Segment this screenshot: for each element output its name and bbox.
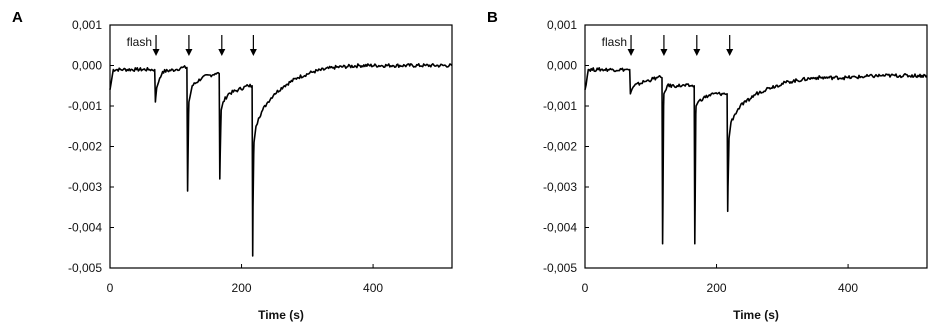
flash-arrow-head — [249, 49, 257, 56]
flash-arrow-head — [726, 49, 734, 56]
y-tick-label: -0,004 — [68, 221, 102, 235]
plot-frame — [584, 24, 928, 269]
flash-arrow-head — [218, 49, 226, 56]
panel-label: B — [487, 9, 498, 26]
series-line — [584, 67, 928, 245]
y-tick-label: 0,000 — [547, 59, 577, 73]
y-tick-label: 0,000 — [72, 59, 102, 73]
y-tick-label: -0,005 — [543, 261, 577, 275]
y-tick-label: -0,004 — [543, 221, 577, 235]
x-tick-label: 400 — [363, 281, 383, 295]
y-tick-label: -0,001 — [543, 99, 577, 113]
flash-label: flash — [602, 35, 627, 49]
y-tick-label: -0,002 — [543, 140, 577, 154]
x-axis-title: Time (s) — [258, 308, 304, 322]
x-tick-label: 0 — [582, 281, 589, 295]
flash-arrow-head — [693, 49, 701, 56]
flash-arrow-head — [185, 49, 193, 56]
series-line — [109, 63, 453, 257]
y-tick-label: 0,001 — [72, 18, 102, 32]
y-tick-label: 0,001 — [547, 18, 577, 32]
panel-label: A — [12, 9, 23, 26]
flash-arrow-head — [660, 49, 668, 56]
x-tick-label: 200 — [707, 281, 727, 295]
y-tick-label: -0,002 — [68, 140, 102, 154]
panel-b: B 0,001 0,000 -0,001 -0,002 -0,003 -0,004 -0,00… — [487, 9, 928, 322]
flash-arrow-head — [152, 49, 160, 56]
x-axis-title: Time (s) — [733, 308, 779, 322]
flash-label: flash — [127, 35, 152, 49]
panel-a: A 0,001 0,000 -0,001 -0,002 -0,003 -0,004 -0,00… — [12, 9, 453, 322]
x-tick-label: 400 — [838, 281, 858, 295]
plot-frame — [109, 24, 453, 269]
y-tick-label: -0,003 — [68, 180, 102, 194]
flash-arrow-head — [627, 49, 635, 56]
y-tick-label: -0,001 — [68, 99, 102, 113]
x-tick-label: 200 — [232, 281, 252, 295]
x-tick-label: 0 — [107, 281, 114, 295]
y-tick-label: -0,005 — [68, 261, 102, 275]
y-tick-label: -0,003 — [543, 180, 577, 194]
